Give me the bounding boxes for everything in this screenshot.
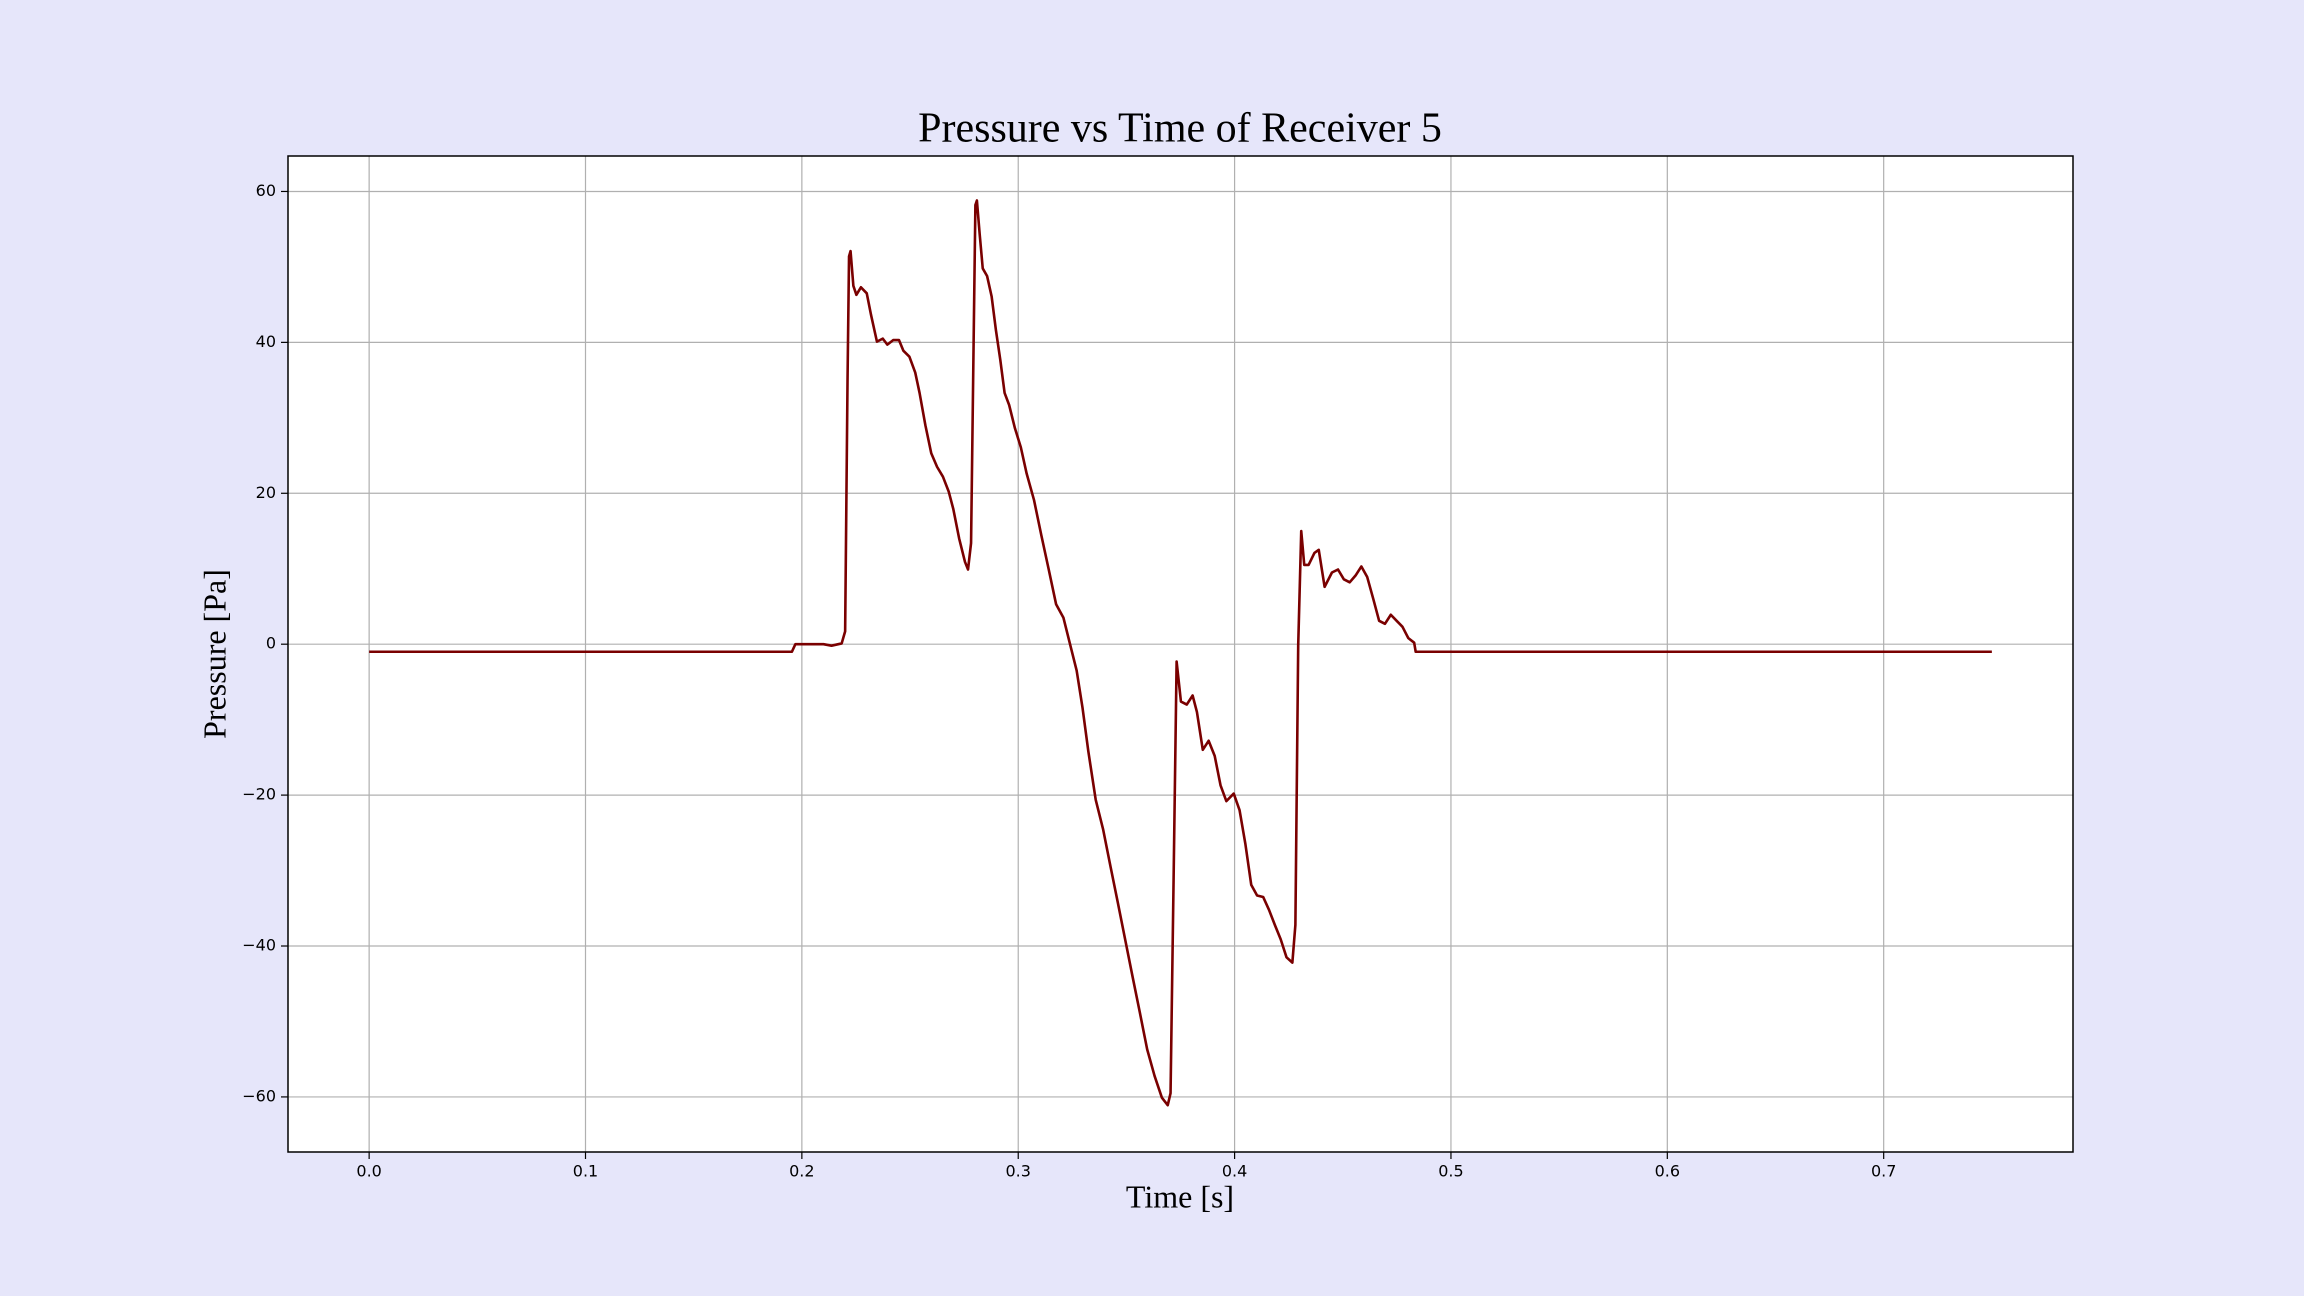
x-tick-label: 0.0 [356, 1162, 381, 1181]
chart-title: Pressure vs Time of Receiver 5 [918, 106, 1442, 152]
y-tick-label: 40 [256, 332, 276, 351]
x-tick-label: 0.4 [1222, 1162, 1247, 1181]
y-axis-label: Pressure [Pa] [196, 569, 232, 739]
x-tick-label: 0.1 [573, 1162, 598, 1181]
x-tick-label: 0.7 [1871, 1162, 1896, 1181]
y-tick-label: 0 [266, 634, 276, 653]
x-axis-label: Time [s] [1126, 1178, 1234, 1214]
x-tick-label: 0.5 [1438, 1162, 1463, 1181]
plot-frame [287, 155, 2074, 1153]
y-tick-label: −40 [242, 936, 276, 955]
x-tick-label: 0.6 [1655, 1162, 1680, 1181]
y-tick-label: −60 [242, 1086, 276, 1105]
data-line [369, 199, 1992, 1107]
y-tick-label: 60 [256, 181, 276, 200]
plot-area [288, 156, 2073, 1152]
x-tick-label: 0.2 [789, 1162, 814, 1181]
y-tick-label: 20 [256, 483, 276, 502]
x-tick-label: 0.3 [1006, 1162, 1031, 1181]
y-tick-label: −20 [242, 785, 276, 804]
